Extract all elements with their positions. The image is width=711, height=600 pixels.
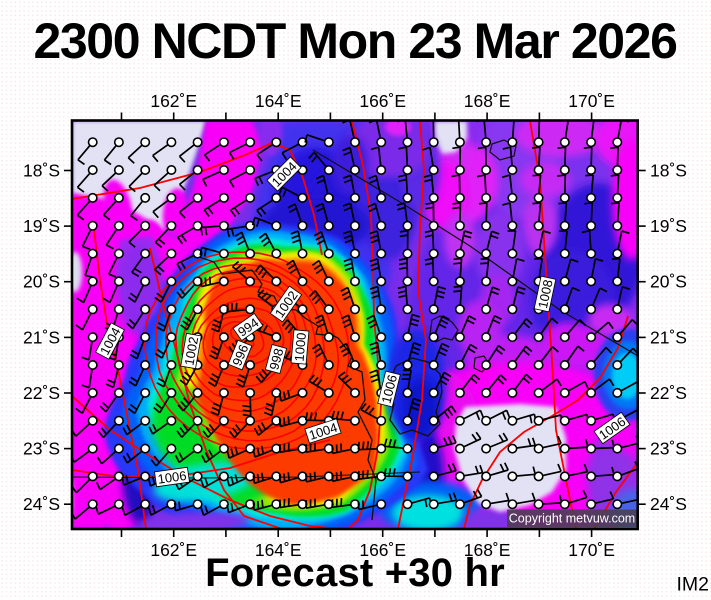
- svg-text:1008: 1008: [535, 278, 556, 309]
- svg-text:20˚S: 20˚S: [23, 272, 60, 292]
- svg-text:1006: 1006: [379, 373, 401, 405]
- svg-text:168˚E: 168˚E: [464, 540, 511, 560]
- svg-text:1000: 1000: [292, 332, 309, 362]
- svg-text:22˚S: 22˚S: [650, 383, 687, 403]
- svg-text:24˚S: 24˚S: [23, 494, 60, 514]
- svg-text:168˚E: 168˚E: [464, 91, 511, 111]
- svg-text:998: 998: [266, 347, 286, 372]
- svg-text:20˚S: 20˚S: [650, 272, 687, 292]
- svg-text:1006: 1006: [157, 468, 188, 487]
- svg-text:Forecast +30 hr: Forecast +30 hr: [205, 551, 505, 595]
- svg-text:18˚S: 18˚S: [650, 161, 687, 181]
- svg-text:164˚E: 164˚E: [255, 91, 302, 111]
- svg-text:166˚E: 166˚E: [359, 91, 406, 111]
- svg-text:21˚S: 21˚S: [23, 327, 60, 347]
- svg-text:IM2: IM2: [676, 574, 709, 596]
- svg-text:166˚E: 166˚E: [359, 540, 406, 560]
- svg-text:18˚S: 18˚S: [23, 161, 60, 181]
- svg-text:Copyright metvuw.com: Copyright metvuw.com: [509, 512, 635, 526]
- svg-text:162˚E: 162˚E: [150, 540, 197, 560]
- svg-text:23˚S: 23˚S: [650, 439, 687, 459]
- svg-text:170˚E: 170˚E: [568, 91, 615, 111]
- svg-text:164˚E: 164˚E: [255, 540, 302, 560]
- svg-text:19˚S: 19˚S: [23, 216, 60, 236]
- svg-text:22˚S: 22˚S: [23, 383, 60, 403]
- svg-text:2300 NCDT Mon 23 Mar 2026: 2300 NCDT Mon 23 Mar 2026: [33, 13, 676, 69]
- svg-text:21˚S: 21˚S: [650, 327, 687, 347]
- svg-text:162˚E: 162˚E: [150, 91, 197, 111]
- svg-text:23˚S: 23˚S: [23, 439, 60, 459]
- svg-text:170˚E: 170˚E: [568, 540, 615, 560]
- svg-text:24˚S: 24˚S: [650, 494, 687, 514]
- svg-text:19˚S: 19˚S: [650, 216, 687, 236]
- svg-text:1002: 1002: [181, 336, 201, 367]
